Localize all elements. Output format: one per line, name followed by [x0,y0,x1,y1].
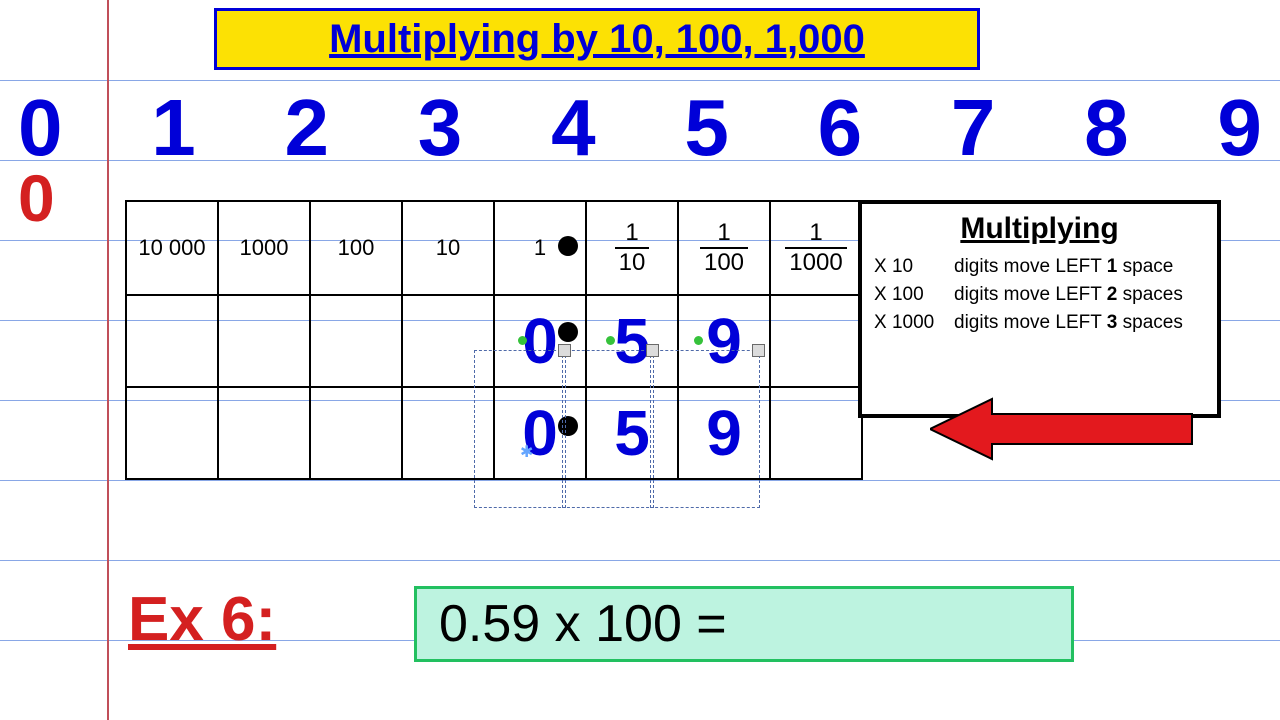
decimal-dot-icon [558,236,578,256]
header-thousandth: 11000 [770,201,862,295]
title-text: Multiplying by 10, 100, 1,000 [329,17,865,62]
digit-1: 1 [151,82,196,174]
digit-7: 7 [951,82,996,174]
rules-line-2: X 100digits move LEFT 2 spaces [874,284,1205,306]
anchor-dot-icon [606,336,615,345]
digit-2: 2 [285,82,330,174]
selection-outline[interactable] [474,350,566,508]
frac-num: 1 [615,219,650,249]
frac-num: 1 [700,219,748,249]
rule-text: spaces [1117,284,1182,305]
rules-title: Multiplying [874,212,1205,246]
digit-4: 4 [551,82,596,174]
decimal-dot-icon [558,322,578,342]
rule-text: digits move LEFT [954,256,1107,277]
snowflake-icon: ✱ [520,442,533,462]
frac-den: 1000 [785,249,846,277]
anchor-dot-icon [518,336,527,345]
selection-outline[interactable] [650,350,760,508]
frac-den: 100 [700,249,748,277]
ruled-line [0,560,1280,561]
rule-text: digits move LEFT [954,284,1107,305]
rule-bold: 1 [1107,256,1118,277]
equation-box: 0.59 x 100 = [414,586,1074,662]
resize-handle[interactable] [558,344,571,357]
rules-box: Multiplying X 10digits move LEFT 1 space… [858,200,1221,418]
rule-lhs: X 1000 [874,312,954,334]
header-1000: 1000 [218,201,310,295]
digit-9: 9 [1217,82,1262,174]
resize-handle[interactable] [752,344,765,357]
title-banner: Multiplying by 10, 100, 1,000 [214,8,980,70]
digit-6: 6 [818,82,863,174]
rule-lhs: X 10 [874,256,954,278]
header-100: 100 [310,201,402,295]
rules-line-3: X 1000digits move LEFT 3 spaces [874,312,1205,334]
header-10: 10 [402,201,494,295]
red-zero: 0 [18,160,55,236]
rule-bold: 3 [1107,312,1118,333]
digit-5: 5 [684,82,729,174]
rules-line-1: X 10digits move LEFT 1 space [874,256,1205,278]
anchor-dot-icon [694,336,703,345]
header-10000: 10 000 [126,201,218,295]
resize-handle[interactable] [646,344,659,357]
rule-bold: 2 [1107,284,1118,305]
rule-text: spaces [1117,312,1182,333]
header-hundredth: 1100 [678,201,770,295]
rule-lhs: X 100 [874,284,954,306]
rule-text: digits move LEFT [954,312,1107,333]
digit-8: 8 [1084,82,1129,174]
selection-outline[interactable] [562,350,654,508]
ruled-line [0,80,1280,81]
equation-text: 0.59 x 100 = [439,594,727,654]
table-header-row: 10 000 1000 100 10 1 110 1100 11000 [126,201,862,295]
frac-num: 1 [785,219,846,249]
rule-text: space [1117,256,1173,277]
digit-3: 3 [418,82,463,174]
example-label: Ex 6: [128,584,276,655]
frac-den: 10 [615,249,650,277]
left-arrow-icon [930,394,1200,464]
header-tenth: 110 [586,201,678,295]
digits-row: 0 1 2 3 4 5 6 7 8 9 [0,82,1280,174]
